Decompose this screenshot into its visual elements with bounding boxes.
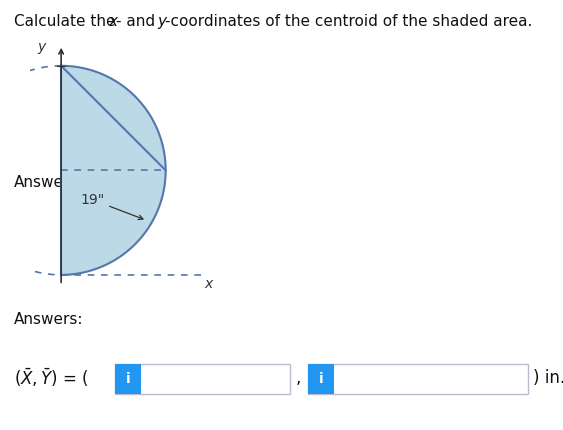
Text: y: y — [157, 14, 166, 29]
Text: Answers:: Answers: — [14, 175, 83, 190]
Text: ) in.: ) in. — [533, 369, 563, 387]
Text: Calculate the: Calculate the — [14, 14, 120, 29]
Text: i: i — [319, 372, 323, 386]
FancyBboxPatch shape — [308, 364, 334, 394]
Text: $(\bar{X},\bar{Y})$ = (: $(\bar{X},\bar{Y})$ = ( — [14, 367, 90, 389]
Text: - and: - and — [116, 14, 160, 29]
Text: Answers:: Answers: — [14, 312, 83, 327]
Text: 19": 19" — [80, 193, 143, 219]
Text: x: x — [204, 277, 213, 291]
FancyBboxPatch shape — [308, 364, 528, 394]
Text: -coordinates of the centroid of the shaded area.: -coordinates of the centroid of the shad… — [165, 14, 533, 29]
FancyBboxPatch shape — [115, 364, 141, 394]
Text: i: i — [126, 372, 130, 386]
FancyBboxPatch shape — [115, 364, 290, 394]
Text: ,: , — [296, 369, 301, 387]
Polygon shape — [61, 66, 166, 275]
Text: x: x — [108, 14, 117, 29]
Text: y: y — [37, 40, 46, 54]
